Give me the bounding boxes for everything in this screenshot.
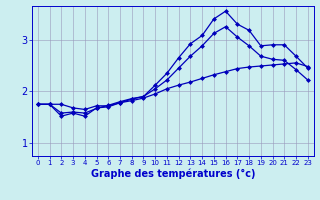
X-axis label: Graphe des températures (°c): Graphe des températures (°c) [91, 169, 255, 179]
